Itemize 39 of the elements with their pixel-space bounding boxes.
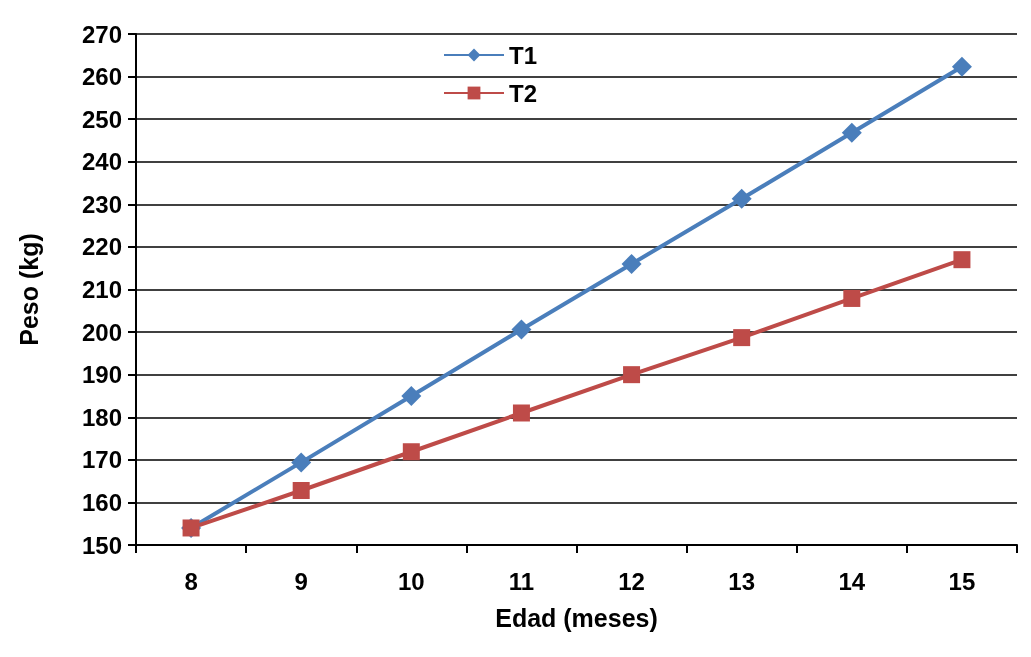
y-tick-label: 160 — [81, 488, 122, 516]
point — [951, 56, 972, 77]
y-axis-title: Peso (kg) — [14, 233, 43, 346]
y-tick-label: 210 — [81, 276, 122, 303]
point — [843, 289, 861, 307]
point — [731, 188, 752, 209]
y-tick-label: 270 — [81, 20, 122, 48]
x-tick-label: 14 — [838, 567, 866, 595]
y-tick-label: 170 — [81, 446, 122, 474]
point — [623, 366, 641, 384]
y-tick-label: 220 — [81, 233, 122, 261]
y-tick-label: 240 — [81, 148, 122, 176]
point — [621, 253, 642, 274]
y-tick-label: 150 — [81, 531, 122, 559]
point — [401, 385, 422, 406]
legend-label: T1 — [509, 41, 538, 69]
x-tick-label: 11 — [508, 567, 535, 595]
y-tick-label: 200 — [81, 318, 122, 346]
y-tick-label: 230 — [81, 190, 122, 218]
point — [291, 452, 312, 473]
x-tick-label: 12 — [618, 567, 645, 595]
y-tick-label: 180 — [81, 403, 122, 431]
x-tick-label: 10 — [397, 567, 425, 595]
point — [511, 319, 532, 340]
y-tick-label: 190 — [81, 361, 122, 389]
x-axis-title: Edad (meses) — [495, 603, 658, 632]
point — [841, 122, 862, 143]
point — [512, 404, 530, 422]
x-tick-label: 9 — [294, 567, 308, 595]
x-tick-label: 13 — [728, 567, 756, 595]
point — [953, 251, 971, 269]
x-tick-label: 8 — [184, 567, 198, 595]
x-tick-label: 15 — [948, 567, 976, 595]
point — [733, 329, 751, 347]
y-tick-label: 250 — [81, 105, 122, 133]
legend-label: T2 — [509, 79, 538, 107]
point — [402, 443, 420, 461]
y-tick-label: 260 — [81, 63, 122, 91]
point — [292, 481, 310, 499]
